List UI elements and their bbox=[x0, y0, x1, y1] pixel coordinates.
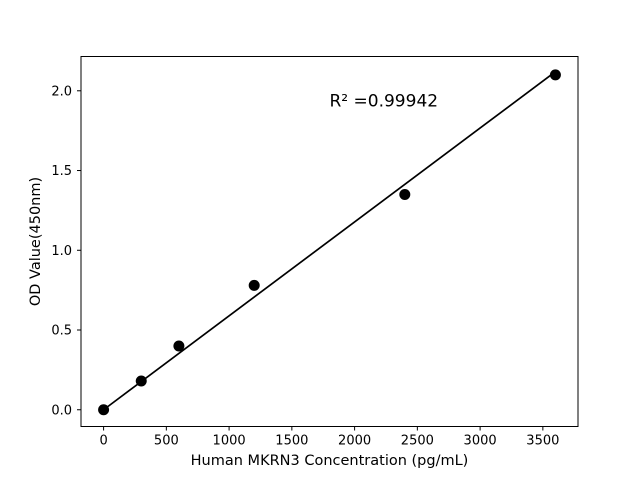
x-tick-label: 1000 bbox=[213, 434, 246, 449]
data-point bbox=[98, 404, 110, 416]
x-axis-ticks: 0 500 1000 1500 2000 2500 3000 3500 bbox=[99, 426, 559, 449]
data-point bbox=[549, 69, 561, 81]
y-tick-label: 1.5 bbox=[51, 164, 72, 179]
x-tick-label: 0 bbox=[99, 434, 107, 449]
data-point bbox=[248, 279, 260, 291]
x-tick-label: 2500 bbox=[401, 434, 434, 449]
y-axis-label: OD Value(450nm) bbox=[28, 177, 44, 306]
y-axis-ticks: 0.0 0.5 1.0 1.5 2.0 bbox=[51, 84, 81, 418]
y-tick-label: 2.0 bbox=[51, 84, 72, 99]
x-tick-label: 1500 bbox=[275, 434, 308, 449]
x-tick-label: 3500 bbox=[526, 434, 559, 449]
plot-area-border bbox=[80, 56, 579, 427]
r-squared-annotation: R² =0.99942 bbox=[330, 92, 439, 112]
data-point bbox=[173, 340, 185, 352]
data-point bbox=[399, 188, 411, 200]
x-tick-label: 3000 bbox=[464, 434, 497, 449]
data-points bbox=[98, 69, 561, 416]
x-axis-label: Human MKRN3 Concentration (pg/mL) bbox=[191, 453, 469, 469]
y-tick-label: 0.0 bbox=[51, 403, 72, 418]
y-tick-label: 0.5 bbox=[51, 324, 72, 339]
y-tick-label: 1.0 bbox=[51, 244, 72, 259]
data-point bbox=[135, 375, 147, 387]
fit-line bbox=[103, 70, 556, 411]
x-tick-label: 2000 bbox=[338, 434, 371, 449]
x-tick-label: 500 bbox=[154, 434, 179, 449]
